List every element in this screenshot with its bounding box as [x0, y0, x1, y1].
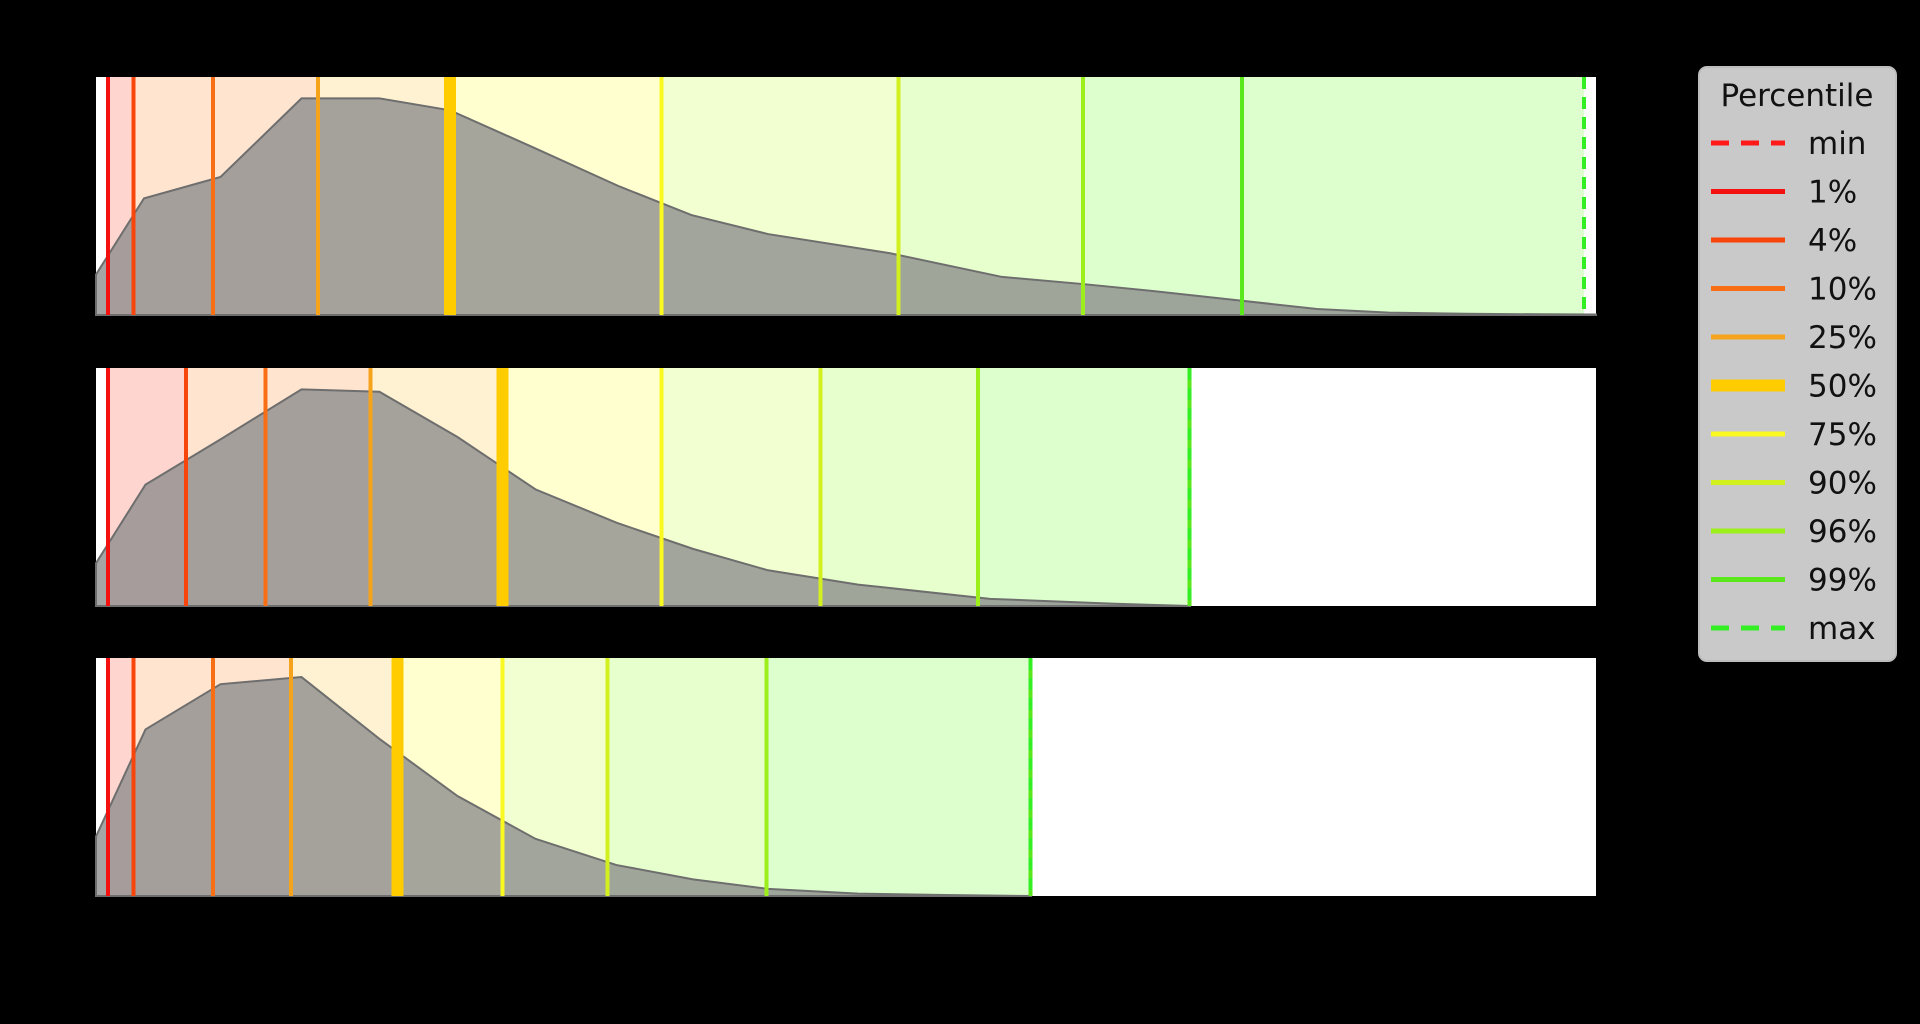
panel-1-density-area — [95, 97, 1597, 316]
legend-label-p4: 4% — [1808, 223, 1857, 259]
legend-label-p1: 1% — [1808, 175, 1857, 211]
panel-3-density-area — [95, 676, 1033, 897]
legend-title: Percentile — [1721, 78, 1874, 114]
legend-label-p10: 10% — [1808, 272, 1877, 308]
legend-label-max: max — [1808, 611, 1876, 647]
legend-label-p50: 50% — [1808, 369, 1877, 405]
panel-1 — [95, 77, 1597, 316]
legend-label-min: min — [1808, 126, 1866, 162]
panel-2-band-7 — [978, 368, 1190, 606]
panel-2 — [95, 368, 1596, 607]
panel-2-band-6 — [820, 368, 978, 606]
legend: Percentile min1%4%10%25%50%75%90%96%99%m… — [1698, 66, 1897, 662]
legend-label-p96: 96% — [1808, 514, 1877, 550]
legend-label-p75: 75% — [1808, 417, 1877, 453]
panel-3 — [95, 658, 1596, 897]
panel-3-band-6 — [607, 658, 767, 896]
legend-box — [1698, 66, 1897, 662]
panel-1-band-7 — [1083, 77, 1584, 315]
panel-3-band-7 — [766, 658, 1031, 896]
legend-label-p99: 99% — [1808, 563, 1877, 599]
legend-label-p25: 25% — [1808, 320, 1877, 356]
legend-entries: min 1% 4% 10% 25% 50% 75% 90% 96% 99% max — [1711, 126, 1877, 647]
legend-label-p90: 90% — [1808, 466, 1877, 502]
panels-group — [95, 77, 1597, 897]
